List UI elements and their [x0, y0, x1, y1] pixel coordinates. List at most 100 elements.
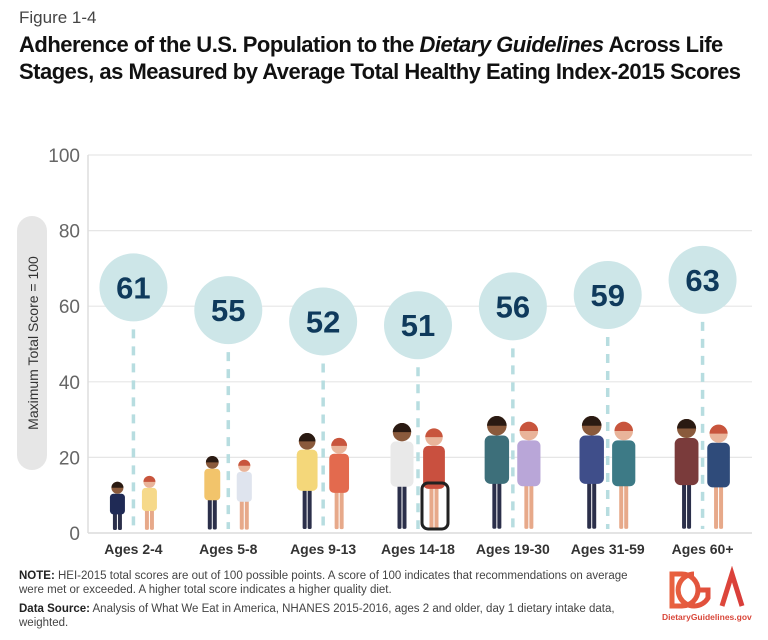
person-hair	[425, 428, 443, 438]
person-hair	[614, 421, 634, 432]
person-illustration	[296, 433, 318, 530]
person-leg	[619, 481, 624, 529]
score-label: 61	[116, 270, 150, 305]
person-leg	[687, 480, 692, 529]
person-torso	[204, 468, 221, 501]
category-group: 55 Ages 5-8	[194, 276, 263, 557]
title-part1: Adherence of the U.S. Population to the	[19, 32, 420, 57]
person-torso	[423, 445, 445, 489]
person-illustration	[141, 475, 157, 530]
person-torso	[329, 453, 350, 493]
y-tick-label: 20	[59, 448, 80, 469]
y-tick-label: 80	[59, 222, 80, 243]
person-leg	[144, 506, 149, 530]
person-hair	[392, 423, 412, 433]
dga-logo	[669, 566, 745, 609]
person-leg	[339, 489, 344, 530]
person-leg	[307, 486, 312, 530]
category-group: 56 Ages 19-30	[476, 272, 550, 557]
source-label: Data Source:	[19, 603, 90, 615]
person-leg	[719, 483, 724, 529]
score-circle	[384, 291, 452, 360]
y-tick-label: 0	[69, 524, 80, 545]
title-italic: Dietary Guidelines	[419, 32, 604, 57]
person-illustration	[423, 428, 445, 529]
score-label: 59	[590, 278, 624, 313]
person-leg	[524, 481, 529, 529]
score-circle	[668, 245, 737, 314]
person-torso	[236, 471, 252, 502]
person-hair	[709, 424, 728, 434]
person-illustration	[236, 459, 252, 530]
person-leg	[497, 479, 502, 529]
person-leg	[239, 498, 244, 530]
note-label: NOTE:	[19, 570, 55, 582]
x-tick-label: Ages 19-30	[476, 541, 550, 557]
person-illustration	[329, 437, 350, 530]
source-text: Analysis of What We Eat in America, NHAN…	[19, 603, 615, 629]
person-torso	[390, 441, 414, 487]
score-label: 56	[496, 289, 530, 324]
person-hair	[487, 416, 507, 426]
note-text: HEI-2015 total scores are out of 100 pos…	[19, 570, 628, 596]
x-tick-label: Ages 2-4	[104, 541, 163, 557]
person-torso	[707, 442, 730, 488]
dga-logo-mark	[669, 566, 745, 609]
person-leg	[402, 482, 407, 529]
person-leg	[434, 484, 439, 529]
person-torso	[109, 493, 125, 515]
score-circle	[99, 253, 168, 322]
y-label-pill	[17, 216, 47, 470]
person-leg	[529, 481, 534, 529]
score-label: 63	[685, 263, 719, 298]
person-leg	[302, 486, 307, 530]
category-group: 51 Ages 14-18	[381, 291, 455, 557]
x-tick-label: Ages 31-59	[571, 541, 645, 557]
person-torso	[141, 487, 157, 512]
person-illustration	[517, 421, 541, 529]
person-leg	[149, 506, 154, 530]
score-circle	[478, 272, 547, 341]
category-group: 59 Ages 31-59	[571, 260, 645, 557]
score-circle	[194, 276, 263, 345]
person-leg	[334, 489, 339, 530]
person-hair	[581, 416, 602, 426]
person-torso	[674, 438, 699, 486]
person-leg	[429, 484, 434, 529]
data-source: Data Source: Analysis of What We Eat in …	[19, 602, 649, 630]
person-hair	[238, 459, 251, 466]
person-torso	[296, 449, 318, 491]
score-label: 51	[401, 308, 435, 343]
score-label: 52	[306, 304, 340, 339]
score-circle	[289, 287, 358, 356]
y-tick-label: 40	[59, 373, 80, 394]
person-leg	[714, 483, 719, 529]
person-torso	[484, 435, 510, 484]
chart-title: Adherence of the U.S. Population to the …	[19, 31, 759, 85]
person-illustration	[612, 421, 636, 529]
lollipop-chart: 0 20 40 60 80 100 Maximum Total Score = 100 61 A…	[17, 146, 752, 557]
y-tick-label: 100	[48, 146, 80, 167]
person-illustration	[204, 456, 221, 530]
x-tick-label: Ages 5-8	[199, 541, 258, 557]
y-axis-label: Maximum Total Score = 100	[25, 256, 41, 430]
x-tick-label: Ages 9-13	[290, 541, 356, 557]
person-hair	[519, 421, 539, 432]
person-leg	[207, 497, 212, 530]
x-tick-label: Ages 60+	[672, 541, 734, 557]
category-group: 63 Ages 60+	[668, 245, 737, 557]
person-illustration	[390, 423, 414, 529]
logo-url: DietaryGuidelines.gov	[662, 612, 752, 622]
person-hair	[205, 456, 219, 463]
person-leg	[212, 497, 217, 530]
person-illustration	[579, 416, 604, 529]
person-illustration	[707, 424, 730, 529]
person-leg	[244, 498, 249, 530]
person-hair	[143, 475, 156, 482]
person-leg	[592, 479, 597, 529]
category-group: 52 Ages 9-13	[289, 287, 358, 557]
person-leg	[492, 479, 497, 529]
category-group: 61 Ages 2-4	[99, 253, 168, 557]
x-tick-label: Ages 14-18	[381, 541, 455, 557]
person-leg	[682, 480, 687, 529]
